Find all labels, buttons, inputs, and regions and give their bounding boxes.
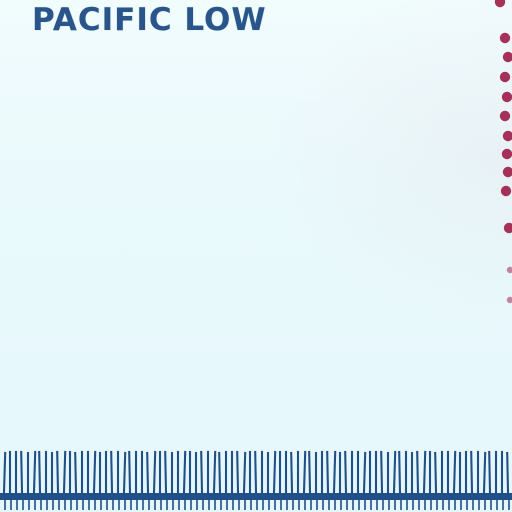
- front-tick: [57, 452, 58, 492]
- front-tick: [34, 452, 35, 492]
- front-tick: [304, 452, 305, 492]
- front-tick: [399, 452, 400, 492]
- front-tick: [165, 452, 166, 492]
- front-tick: [345, 452, 346, 492]
- boundary-dot: [495, 0, 505, 7]
- boundary-dot: [507, 267, 512, 273]
- boundary-dot: [503, 52, 512, 62]
- front-tick: [111, 452, 112, 492]
- front-tick: [4, 453, 5, 492]
- front-tick: [124, 453, 125, 492]
- front-tick: [334, 452, 335, 492]
- boundary-dot: [503, 167, 512, 177]
- front-line-base: [0, 493, 512, 500]
- front-tick: [184, 452, 185, 492]
- front-tick: [507, 453, 508, 492]
- front-tick: [424, 452, 425, 492]
- front-tick: [327, 452, 328, 492]
- front-tick: [489, 452, 490, 492]
- front-tick: [214, 452, 215, 492]
- boundary-dot: [504, 223, 512, 233]
- front-tick: [244, 453, 245, 492]
- boundary-dot: [500, 111, 510, 121]
- front-tick: [237, 452, 238, 492]
- front-ticks: [4, 452, 509, 510]
- front-tick: [64, 452, 65, 492]
- front-tick: [75, 453, 76, 492]
- front-tick: [417, 452, 418, 492]
- front-tick: [309, 452, 310, 492]
- boundary-dot: [502, 92, 512, 102]
- front-tick: [21, 452, 22, 492]
- front-tick: [201, 452, 202, 492]
- front-tick: [94, 452, 95, 492]
- boundary-dot: [501, 186, 511, 196]
- front-tick: [471, 452, 472, 492]
- front-tick: [364, 453, 365, 492]
- boundary-dot: [503, 131, 512, 141]
- front-tick: [39, 452, 40, 492]
- front-tick: [394, 452, 395, 492]
- front-tick: [274, 452, 275, 492]
- boundary-dot: [500, 33, 510, 43]
- front-tick: [147, 453, 148, 492]
- front-tick: [435, 453, 436, 492]
- front-tick: [219, 453, 220, 492]
- boundary-dot: [507, 297, 512, 303]
- front-tick: [291, 453, 292, 492]
- front-tick: [255, 452, 256, 492]
- front-tick: [454, 452, 455, 492]
- front-tick: [381, 452, 382, 492]
- front-line: [0, 440, 512, 512]
- dots-group: [495, 0, 512, 303]
- boundary-dot: [502, 149, 512, 159]
- front-tick: [154, 452, 155, 492]
- front-tick: [129, 452, 130, 492]
- front-tick: [484, 453, 485, 492]
- boundary-dot: [500, 72, 510, 82]
